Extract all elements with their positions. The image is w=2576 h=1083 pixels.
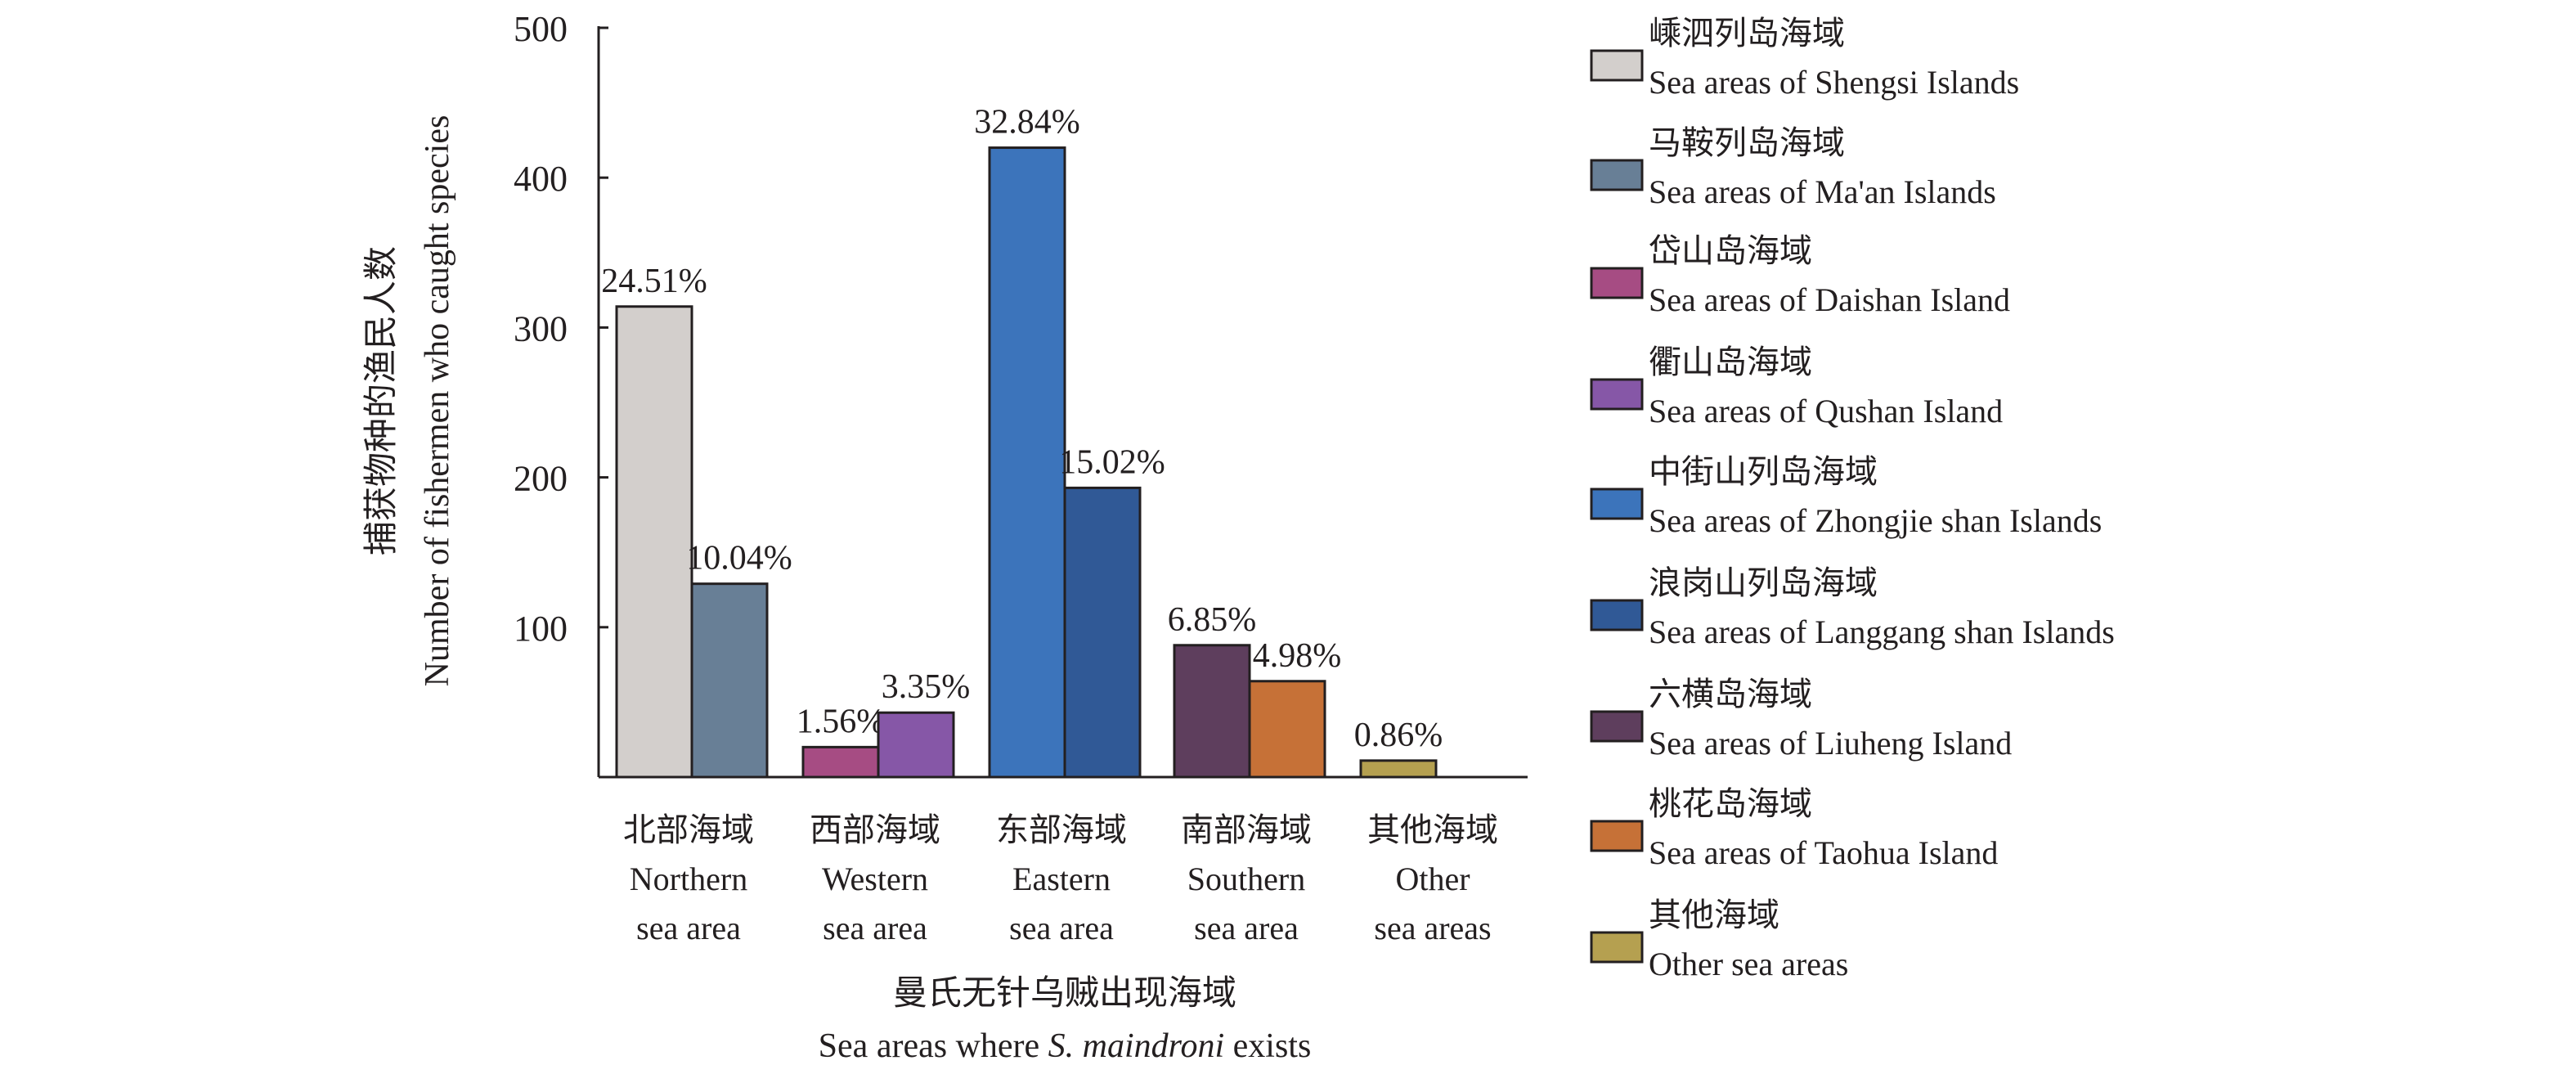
bar bbox=[801, 745, 880, 779]
legend-label-cn: 桃花岛海域 bbox=[1649, 785, 1812, 822]
bar bbox=[1063, 486, 1142, 779]
bar-data-label: 24.51% bbox=[601, 263, 707, 300]
y-axis-title-cn: 捕获物种的渔民人数 bbox=[363, 246, 401, 555]
legend-item: 其他海域 Other sea areas bbox=[1590, 897, 1848, 982]
x-tick-label-cn: 其他海域 bbox=[1367, 811, 1498, 848]
x-tick-label-en1: Other bbox=[1395, 861, 1470, 897]
x-tick-label-en1: Southern bbox=[1187, 861, 1305, 897]
y-tick-label: 100 bbox=[514, 609, 568, 649]
bar-data-label: 10.04% bbox=[686, 540, 792, 577]
legend-swatch bbox=[1590, 267, 1644, 299]
legend-label-en: Sea areas of Ma'an Islands bbox=[1649, 173, 1996, 210]
legend-label-cn: 中街山列岛海域 bbox=[1649, 453, 1878, 490]
legend-label-cn: 马鞍列岛海域 bbox=[1649, 124, 1845, 161]
legend-item: 衢山岛海域 Sea areas of Qushan Island bbox=[1590, 344, 2003, 429]
legend-swatch bbox=[1590, 49, 1644, 82]
legend-item: 嵊泗列岛海域 Sea areas of Shengsi Islands bbox=[1590, 15, 2019, 101]
x-tick-label-en2: sea area bbox=[1009, 910, 1114, 946]
legend-label-en: Sea areas of Daishan Island bbox=[1649, 281, 2010, 318]
bar bbox=[1248, 680, 1326, 779]
x-axis-title-species: S. maindroni bbox=[1048, 1027, 1224, 1065]
x-axis-title-cn: 曼氏无针乌贼出现海域 bbox=[893, 975, 1236, 1013]
legend-item: 浪岗山列岛海域 Sea areas of Langgang shan Island… bbox=[1590, 564, 2115, 650]
x-axis-title: 曼氏无针乌贼出现海域 Sea areas where S. maindroni … bbox=[819, 975, 1312, 1065]
legend-item: 六横岛海域 Sea areas of Liuheng Island bbox=[1590, 676, 2012, 762]
bar bbox=[877, 711, 955, 779]
legend-swatch bbox=[1590, 159, 1644, 191]
bar bbox=[690, 582, 769, 779]
y-tick-label: 300 bbox=[514, 308, 568, 348]
bar-data-label: 3.35% bbox=[882, 668, 971, 706]
y-axis-title-en: Number of fishermen who caught species bbox=[419, 115, 456, 687]
legend-label-en: Sea areas of Shengsi Islands bbox=[1649, 64, 2019, 101]
legend-label-cn: 岱山岛海域 bbox=[1649, 232, 1812, 269]
bar bbox=[1359, 759, 1438, 779]
bar-data-label: 4.98% bbox=[1253, 637, 1342, 675]
legend-label-en: Sea areas of Taohua Island bbox=[1649, 834, 1998, 871]
legend-label-en: Sea areas of Langgang shan Islands bbox=[1649, 613, 2115, 650]
legend-swatch bbox=[1590, 710, 1644, 743]
legend-label-cn: 衢山岛海域 bbox=[1649, 344, 1812, 380]
legend-swatch bbox=[1590, 378, 1644, 411]
legend-item: 中街山列岛海域 Sea areas of Zhongjie shan Island… bbox=[1590, 453, 2102, 539]
legend-item: 岱山岛海域 Sea areas of Daishan Island bbox=[1590, 232, 2010, 318]
x-tick-label-en1: Northern bbox=[630, 861, 747, 897]
bar-data-label: 15.02% bbox=[1059, 443, 1165, 481]
legend-swatch bbox=[1590, 931, 1644, 964]
legend-label-cn: 浪岗山列岛海域 bbox=[1649, 564, 1878, 601]
y-axis-title: 捕获物种的渔民人数 Number of fishermen who caught… bbox=[363, 115, 456, 687]
y-tick-label: 500 bbox=[514, 9, 568, 49]
legend-swatch bbox=[1590, 488, 1644, 520]
legend-item: 桃花岛海域 Sea areas of Taohua Island bbox=[1590, 785, 1998, 871]
x-tick-label-cn: 南部海域 bbox=[1181, 811, 1312, 848]
x-tick-label-cn: 西部海域 bbox=[810, 811, 940, 848]
x-axis-title-en: Sea areas where S. maindroni exists bbox=[819, 1027, 1312, 1065]
bar-data-label: 0.86% bbox=[1354, 717, 1443, 754]
x-tick-label-en2: sea area bbox=[1194, 910, 1299, 946]
legend-label-cn: 其他海域 bbox=[1649, 897, 1779, 933]
legend-item: 马鞍列岛海域 Sea areas of Ma'an Islands bbox=[1590, 124, 1996, 210]
legend-swatch bbox=[1590, 599, 1644, 631]
legend-swatch bbox=[1590, 820, 1644, 852]
legend-label-en: Sea areas of Liuheng Island bbox=[1649, 725, 2012, 762]
x-axis-title-en-a: Sea areas where bbox=[819, 1027, 1048, 1065]
legend-label-en: Sea areas of Qushan Island bbox=[1649, 393, 2003, 429]
x-tick-label-cn: 北部海域 bbox=[623, 811, 754, 848]
x-axis-title-en-b: exists bbox=[1224, 1027, 1311, 1065]
legend-label-en: Other sea areas bbox=[1649, 946, 1848, 982]
y-tick-label: 400 bbox=[514, 159, 568, 199]
x-tick-label-en2: sea area bbox=[823, 910, 927, 946]
x-tick-label-en1: Eastern bbox=[1012, 861, 1111, 897]
bar-data-label: 32.84% bbox=[974, 104, 1080, 142]
x-tick-label-cn: 东部海域 bbox=[996, 811, 1127, 848]
bar-data-label: 1.56% bbox=[797, 703, 886, 740]
bar bbox=[1173, 644, 1251, 779]
x-tick-label-en2: sea area bbox=[636, 910, 741, 946]
y-tick-label: 200 bbox=[514, 459, 568, 499]
legend-label-cn: 嵊泗列岛海域 bbox=[1649, 15, 1845, 52]
bar bbox=[988, 146, 1066, 779]
x-tick-label-en1: Western bbox=[822, 861, 928, 897]
bar bbox=[615, 305, 693, 779]
bar-data-label: 6.85% bbox=[1168, 601, 1257, 639]
legend-label-cn: 六横岛海域 bbox=[1649, 676, 1812, 712]
x-tick-label-en2: sea areas bbox=[1374, 910, 1491, 946]
legend-label-en: Sea areas of Zhongjie shan Islands bbox=[1649, 502, 2102, 539]
